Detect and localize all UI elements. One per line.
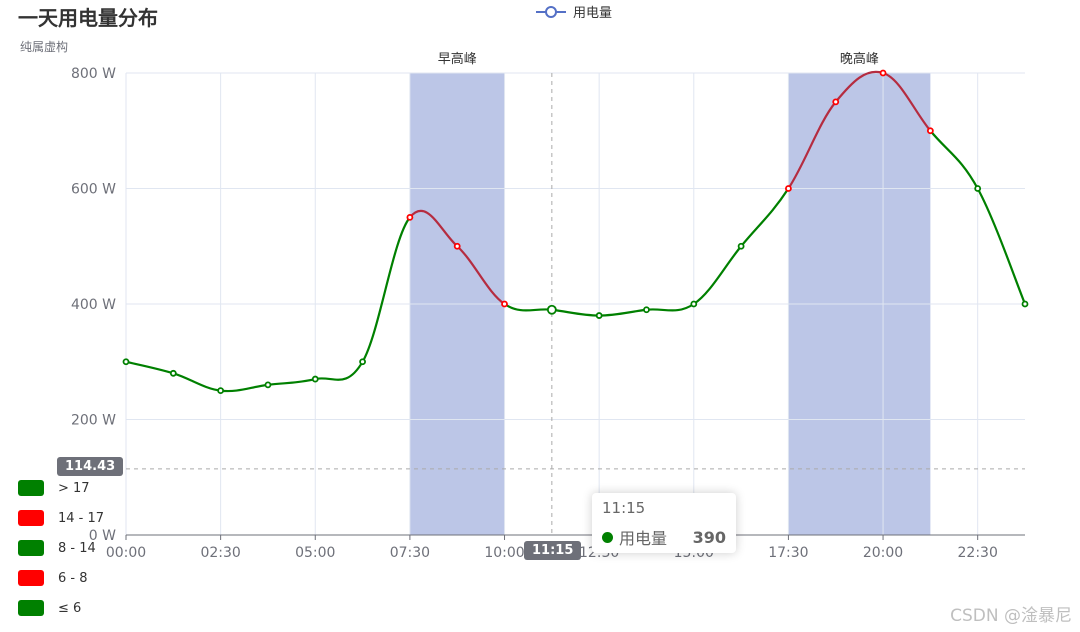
visual-map-swatch [18,510,44,526]
data-point [406,213,414,221]
series-line-segment [551,308,600,317]
series-line-segment [172,372,221,392]
visual-map-item-0[interactable]: > 17 [18,478,104,498]
data-point [879,69,887,77]
series-line-segment [503,303,552,312]
visual-map-label: > 17 [58,480,90,496]
tooltip-title: 11:15 [602,499,646,517]
data-point [311,375,319,383]
x-tick-label: 17:30 [768,545,808,561]
series-line-segment [929,130,979,190]
visual-map-item-4[interactable]: ≤ 6 [18,598,104,618]
series-line-segment [456,245,506,305]
x-tick-label: 07:30 [390,545,430,561]
series-line-segment [646,303,695,312]
data-point [169,369,177,377]
legend-label: 用电量 [573,6,613,21]
y-tick-label: 400 W [71,297,116,313]
y-tick-label: 600 W [71,182,116,198]
visual-map[interactable]: > 17 14 - 17 8 - 14 6 - 8 ≤ 6 [18,478,104,628]
x-tick-label: 10:00 [484,545,524,561]
series-line-segment [693,245,742,305]
data-point [643,306,650,314]
series-line-segment [220,383,269,393]
visual-map-swatch [18,480,44,496]
data-point [690,300,698,308]
visual-map-item-2[interactable]: 8 - 14 [18,538,104,558]
chart-subtitle: 纯属虚构 [20,40,69,54]
data-point [217,387,225,395]
series-line-segment [267,378,316,386]
visual-map-label: 14 - 17 [58,510,105,526]
x-tick-label: 05:00 [295,545,335,561]
series-line-segment [976,187,1027,305]
data-point [926,127,934,135]
tooltip-value: 390 [692,527,726,547]
y-tick-label: 200 W [71,413,116,429]
x-pointer-label: 11:15 [524,541,582,560]
tooltip-row: 用电量 390 [602,525,726,549]
data-point [785,185,792,192]
legend[interactable]: 用电量 [535,2,612,21]
tooltip-series: 用电量 [619,529,668,548]
visual-map-label: 6 - 8 [58,570,88,586]
data-point [595,312,603,319]
visual-map-swatch [18,540,44,556]
x-tick-label: 00:00 [106,545,146,561]
visual-map-item-1[interactable]: 14 - 17 [18,508,104,528]
chart-title: 一天用电量分布 [18,6,158,30]
series-line-segment [409,209,458,248]
data-point [546,304,557,315]
data-point [501,300,508,308]
y-tick-label: 0 W [89,528,116,544]
series-line-segment [740,187,790,247]
y-tick-label: 800 W [71,66,116,82]
visual-map-swatch [18,600,44,616]
mark-area-label-1: 晚高峰 [840,51,879,67]
y-pointer-label: 114.43 [57,457,124,476]
data-point [737,242,745,250]
tooltip: 11:15 用电量 390 [592,493,736,553]
data-point [122,358,130,366]
series-line-segment [315,361,364,381]
series-line-segment [882,71,932,132]
watermark: CSDN @淦暴尼 [950,606,1072,626]
series-line-segment [361,216,411,363]
x-tick-label: 20:00 [863,545,903,561]
data-point [359,358,366,366]
series-line-segment [834,70,884,103]
series-line-segment [599,308,647,317]
data-point [832,98,840,106]
data-point [974,185,982,192]
series-line-segment [125,360,174,375]
visual-map-label: 8 - 14 [58,540,96,556]
data-point [264,381,272,389]
visual-map-swatch [18,570,44,586]
x-tick-label: 02:30 [200,545,240,561]
legend-line-icon [536,5,566,18]
data-point [453,242,461,250]
data-point [1021,300,1029,308]
visual-map-item-3[interactable]: 6 - 8 [18,568,104,588]
mark-area-label-0: 早高峰 [438,51,477,67]
tooltip-dot [602,531,613,543]
series-line-segment [787,101,837,190]
x-tick-label: 22:30 [958,545,998,561]
visual-map-label: ≤ 6 [58,600,82,616]
